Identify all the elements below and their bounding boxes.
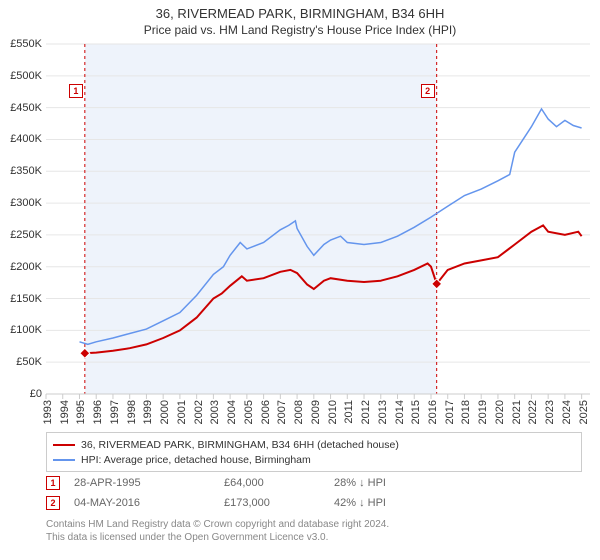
sale-row-marker: 2 [46, 496, 60, 510]
y-axis-tick: £0 [2, 388, 42, 400]
legend-swatch [53, 444, 75, 446]
y-axis-tick: £200K [2, 261, 42, 273]
x-axis-tick: 2015 [410, 400, 412, 424]
x-axis-tick: 2009 [310, 400, 312, 424]
sales-table: 1 28-APR-1995£64,00028% ↓ HPI 2 04-MAY-2016… [46, 474, 582, 514]
x-axis-tick: 1997 [109, 400, 111, 424]
sale-date: 28-APR-1995 [74, 477, 224, 489]
y-axis-tick: £300K [2, 197, 42, 209]
x-axis-tick: 2020 [494, 400, 496, 424]
plot-area: £0£50K£100K£150K£200K£250K£300K£350K£400… [46, 44, 590, 394]
chart-svg [46, 44, 590, 394]
y-axis-tick: £50K [2, 356, 42, 368]
x-axis-tick: 2019 [477, 400, 479, 424]
x-axis-tick: 2002 [193, 400, 195, 424]
price-chart-container: 36, RIVERMEAD PARK, BIRMINGHAM, B34 6HH … [0, 0, 600, 560]
x-axis-tick: 2023 [544, 400, 546, 424]
sale-delta: 28% ↓ HPI [334, 477, 494, 489]
chart-subtitle: Price paid vs. HM Land Registry's House … [0, 21, 600, 41]
sale-date: 04-MAY-2016 [74, 497, 224, 509]
sale-price: £173,000 [224, 497, 334, 509]
y-axis-tick: £250K [2, 229, 42, 241]
legend-item: HPI: Average price, detached house, Birm… [53, 452, 575, 467]
x-axis-tick: 2017 [444, 400, 446, 424]
x-axis-tick: 2011 [343, 400, 345, 424]
y-axis-tick: £550K [2, 38, 42, 50]
x-axis-tick: 2005 [243, 400, 245, 424]
x-axis-tick: 2010 [327, 400, 329, 424]
footer-line-1: Contains HM Land Registry data © Crown c… [46, 518, 582, 531]
sale-price: £64,000 [224, 477, 334, 489]
x-axis-tick: 2018 [460, 400, 462, 424]
footer-line-2: This data is licensed under the Open Gov… [46, 531, 582, 544]
x-axis-tick: 2024 [561, 400, 563, 424]
legend-swatch [53, 459, 75, 461]
x-axis-tick: 1998 [126, 400, 128, 424]
x-axis-tick: 2004 [226, 400, 228, 424]
x-axis-tick: 2016 [427, 400, 429, 424]
x-axis-tick: 2008 [293, 400, 295, 424]
legend: 36, RIVERMEAD PARK, BIRMINGHAM, B34 6HH … [46, 432, 582, 472]
sale-row: 1 28-APR-1995£64,00028% ↓ HPI [46, 474, 582, 492]
chart-title: 36, RIVERMEAD PARK, BIRMINGHAM, B34 6HH [0, 0, 600, 21]
x-axis-tick: 2007 [276, 400, 278, 424]
y-axis-tick: £450K [2, 102, 42, 114]
y-axis-tick: £350K [2, 165, 42, 177]
y-axis-tick: £100K [2, 324, 42, 336]
x-axis-tick: 2014 [394, 400, 396, 424]
legend-label: 36, RIVERMEAD PARK, BIRMINGHAM, B34 6HH … [81, 439, 399, 451]
x-axis-tick: 1995 [75, 400, 77, 424]
x-axis-tick: 1996 [92, 400, 94, 424]
legend-item: 36, RIVERMEAD PARK, BIRMINGHAM, B34 6HH … [53, 437, 575, 452]
y-axis-tick: £400K [2, 133, 42, 145]
x-axis-tick: 1993 [42, 400, 44, 424]
sale-row: 2 04-MAY-2016£173,00042% ↓ HPI [46, 494, 582, 512]
sale-marker-2: 2 [421, 84, 435, 98]
x-axis-tick: 2006 [260, 400, 262, 424]
license-footer: Contains HM Land Registry data © Crown c… [46, 518, 582, 544]
legend-label: HPI: Average price, detached house, Birm… [81, 454, 311, 466]
x-axis-tick: 2021 [511, 400, 513, 424]
x-axis-tick: 2022 [527, 400, 529, 424]
y-axis-tick: £500K [2, 70, 42, 82]
y-axis-tick: £150K [2, 293, 42, 305]
sale-row-marker: 1 [46, 476, 60, 490]
x-axis-tick: 2000 [159, 400, 161, 424]
x-axis-tick: 2013 [377, 400, 379, 424]
sale-marker-1: 1 [69, 84, 83, 98]
x-axis-tick: 2003 [209, 400, 211, 424]
x-axis-tick: 2001 [176, 400, 178, 424]
x-axis-tick: 1999 [142, 400, 144, 424]
sale-delta: 42% ↓ HPI [334, 497, 494, 509]
x-axis-tick: 1994 [59, 400, 61, 424]
x-axis-tick: 2025 [578, 400, 580, 424]
x-axis-tick: 2012 [360, 400, 362, 424]
